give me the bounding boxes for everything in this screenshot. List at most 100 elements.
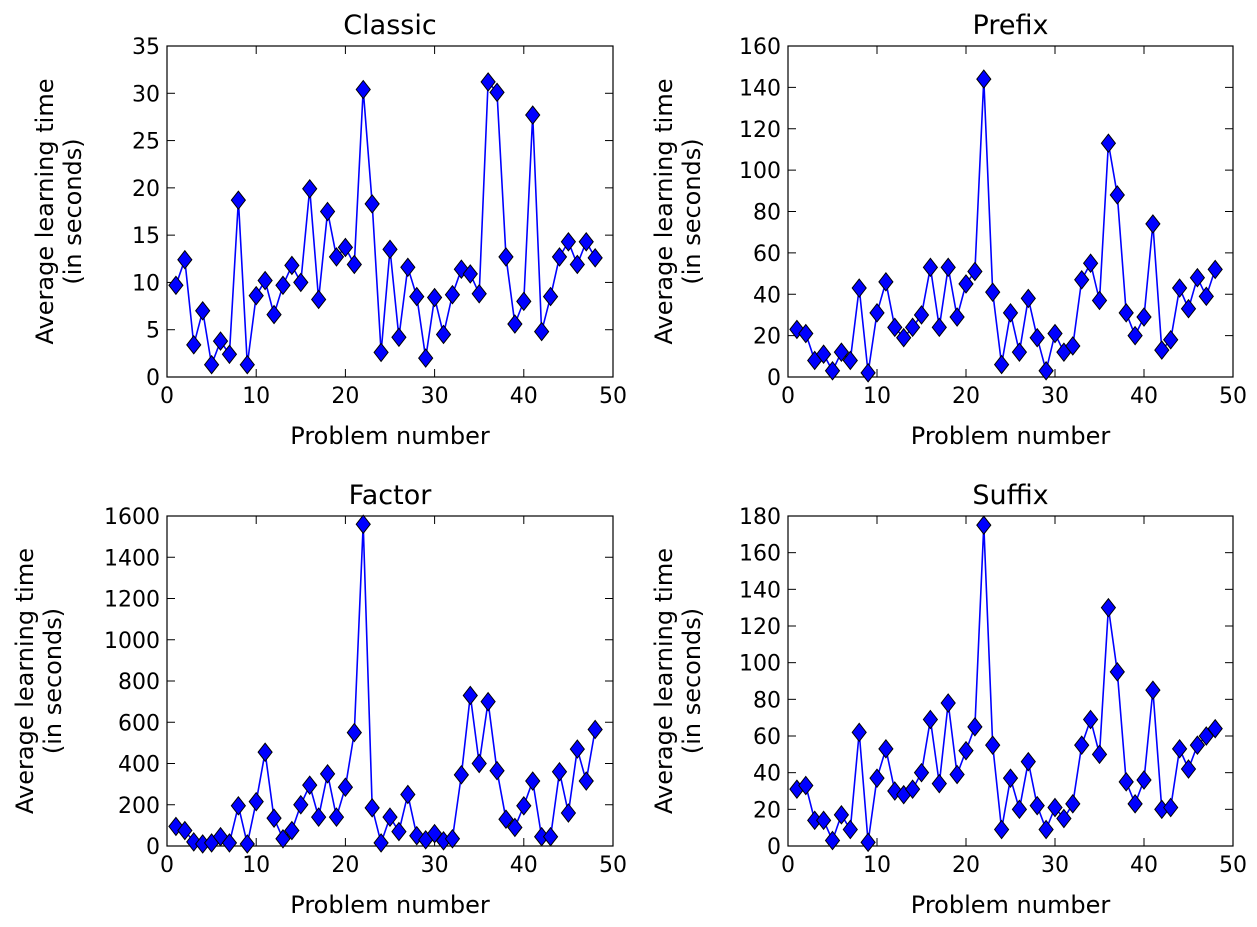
x-tick-label: 30: [421, 853, 449, 878]
y-axis-label-line: (in seconds): [678, 138, 706, 284]
data-point: [516, 291, 532, 312]
data-point: [212, 331, 229, 351]
data-point: [931, 317, 947, 338]
y-tick-label: 160: [739, 542, 781, 567]
data-point: [186, 832, 202, 852]
x-tick-label: 10: [242, 853, 270, 878]
data-point: [1118, 303, 1134, 323]
data-point: [1136, 770, 1152, 790]
data-point: [462, 264, 478, 284]
data-point: [1082, 709, 1099, 730]
series-line: [796, 525, 1216, 843]
chart-suffix: 0 10 20 30 40 50 0 20 40 60 80 100 120 140 160 180 Suffi…: [650, 480, 1247, 919]
y-tick-label: 20: [132, 177, 160, 202]
data-point: [355, 514, 371, 535]
y-tick-label: 35: [132, 35, 160, 60]
data-point: [346, 722, 362, 743]
data-point: [993, 354, 1010, 375]
data-point: [453, 259, 470, 280]
data-point: [266, 304, 282, 325]
data-point: [453, 765, 470, 785]
data-point: [922, 257, 939, 278]
data-point: [1002, 768, 1019, 788]
y-tick-label: 120: [739, 118, 781, 143]
x-tick-label: 10: [863, 384, 891, 409]
data-point: [560, 231, 577, 252]
y-tick-label: 5: [146, 319, 160, 344]
y-axis-label-line: Average learning time: [11, 548, 39, 814]
y-axis-label-line: (in seconds): [678, 608, 706, 754]
data-point: [1180, 298, 1197, 319]
y-axis-label-line: Average learning time: [31, 79, 59, 345]
data-point: [976, 69, 992, 89]
plot-frame: [787, 515, 1234, 847]
data-point: [851, 722, 867, 743]
data-point: [1145, 214, 1161, 234]
data-point: [310, 807, 327, 827]
data-point: [878, 739, 894, 759]
chart-prefix: 0 10 20 30 40 50 0 20 40 60 80 100 120 140 160 Prefix Pr…: [650, 10, 1247, 450]
data-point: [798, 323, 814, 344]
data-point: [967, 261, 983, 282]
data-point: [1100, 597, 1117, 618]
data-point: [878, 272, 894, 292]
data-point: [1020, 751, 1036, 772]
data-point: [516, 795, 532, 816]
data-point: [1020, 288, 1036, 309]
data-point: [293, 272, 309, 293]
data-point: [1109, 662, 1125, 682]
data-point: [1038, 360, 1054, 381]
data-point: [551, 761, 568, 782]
data-point: [1091, 290, 1108, 311]
data-point: [391, 821, 407, 842]
data-point: [364, 194, 380, 214]
data-point: [444, 284, 461, 305]
data-point: [1002, 303, 1019, 323]
data-point: [815, 810, 832, 831]
data-point: [789, 319, 805, 340]
chart-factor: 0 10 20 30 40 50 0 200 400 600 800 1000 1200 1400 1600…: [11, 480, 627, 919]
y-axis-label: Average learning time(in seconds): [650, 79, 706, 345]
data-point: [587, 719, 603, 740]
data-point: [462, 685, 478, 706]
y-tick-label: 0: [767, 366, 781, 391]
data-point: [221, 344, 238, 365]
data-point: [578, 231, 594, 252]
data-point: [985, 735, 1001, 755]
data-point: [409, 825, 425, 846]
data-point: [418, 348, 434, 368]
chart-title: Factor: [349, 480, 433, 511]
data-point: [230, 190, 247, 210]
data-point: [985, 282, 1001, 302]
y-tick-label: 140: [739, 76, 781, 101]
data-point: [409, 286, 425, 307]
data-point: [1074, 735, 1090, 755]
data-point: [1207, 718, 1223, 739]
y-tick-label: 1200: [104, 588, 160, 613]
y-tick-label: 1600: [104, 505, 160, 530]
data-point: [1038, 819, 1054, 840]
data-point: [489, 82, 505, 103]
data-point: [168, 275, 184, 296]
plot-frame: [166, 45, 614, 378]
data-point: [1011, 799, 1028, 820]
series-line: [175, 79, 596, 368]
data-point: [284, 255, 300, 276]
x-tick-label: 0: [160, 384, 174, 409]
data-point: [319, 201, 336, 222]
data-point: [949, 307, 965, 327]
data-point: [533, 321, 550, 342]
data-point: [860, 363, 876, 383]
data-point: [569, 254, 585, 275]
x-tick-label: 10: [863, 853, 891, 878]
y-tick-label: 0: [767, 835, 781, 860]
data-point: [913, 305, 930, 325]
x-tick-label: 0: [160, 853, 174, 878]
chart-title: Prefix: [973, 10, 1049, 41]
data-point: [1091, 744, 1108, 765]
plot-frame: [166, 515, 614, 847]
data-point: [940, 693, 956, 713]
data-point: [1011, 342, 1028, 362]
data-point: [1029, 795, 1045, 816]
